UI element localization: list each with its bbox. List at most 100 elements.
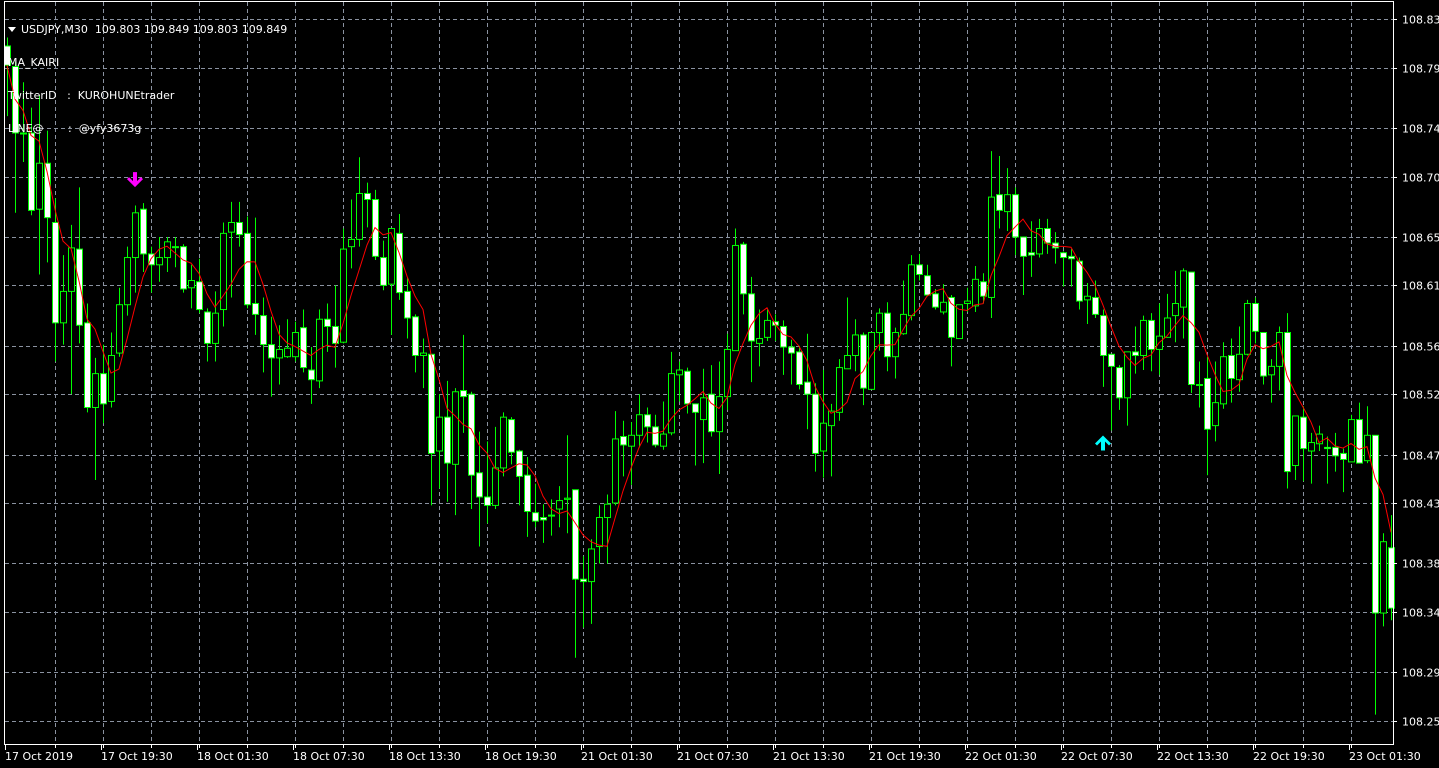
candle-body bbox=[1300, 416, 1307, 450]
candle bbox=[292, 321, 299, 362]
candle bbox=[644, 407, 651, 443]
candle-body bbox=[276, 348, 283, 359]
price-label: 108.38 bbox=[1402, 558, 1439, 571]
candle bbox=[172, 236, 179, 268]
candle bbox=[460, 334, 467, 433]
candle bbox=[1332, 432, 1339, 472]
candle bbox=[300, 309, 307, 373]
candle bbox=[908, 255, 915, 321]
candle bbox=[1164, 293, 1171, 338]
candle-body bbox=[1284, 332, 1291, 473]
candle-body bbox=[44, 162, 51, 219]
candle-body bbox=[900, 313, 907, 335]
candle-body bbox=[596, 517, 603, 548]
candle bbox=[868, 332, 875, 390]
candle-body bbox=[652, 426, 659, 446]
candle bbox=[596, 505, 603, 564]
time-label: 18 Oct 13:30 bbox=[389, 750, 461, 763]
candle-body bbox=[36, 162, 43, 210]
candle bbox=[100, 344, 107, 424]
candle bbox=[164, 236, 171, 273]
candle bbox=[1372, 434, 1379, 715]
candle-body bbox=[316, 318, 323, 382]
candle bbox=[1020, 236, 1027, 296]
candle-body bbox=[812, 393, 819, 454]
candle-body bbox=[1308, 442, 1315, 452]
candle bbox=[220, 222, 227, 327]
chart-info: USDJPY,M30 109.803 109.849 109.803 109.8… bbox=[8, 2, 287, 145]
candle-body bbox=[436, 416, 443, 452]
candle bbox=[844, 297, 851, 370]
candle bbox=[676, 361, 683, 402]
candle bbox=[1036, 218, 1043, 258]
candle-body bbox=[452, 391, 459, 465]
candle bbox=[1244, 299, 1251, 356]
candle-body bbox=[1132, 351, 1139, 356]
price-label: 108.56 bbox=[1402, 341, 1439, 354]
candle bbox=[500, 412, 507, 477]
candle bbox=[1140, 315, 1147, 370]
time-label: 21 Oct 19:30 bbox=[869, 750, 941, 763]
candle-body bbox=[956, 304, 963, 340]
candle-body bbox=[612, 438, 619, 504]
candle bbox=[428, 353, 435, 506]
symbol-header[interactable]: USDJPY,M30 109.803 109.849 109.803 109.8… bbox=[8, 24, 287, 35]
candle-body bbox=[668, 373, 675, 434]
candle-body bbox=[60, 290, 67, 324]
candle bbox=[108, 332, 115, 408]
candle bbox=[1252, 297, 1259, 344]
candle-body bbox=[796, 351, 803, 386]
arrow-up-icon bbox=[1095, 435, 1111, 451]
candle bbox=[1100, 309, 1107, 387]
candle-body bbox=[548, 514, 555, 517]
candle bbox=[236, 201, 243, 247]
candle-body bbox=[180, 246, 187, 290]
candle-body bbox=[212, 312, 219, 344]
candle-body bbox=[916, 264, 923, 275]
dropdown-triangle-icon[interactable] bbox=[8, 27, 16, 32]
candle bbox=[1228, 338, 1235, 403]
candle-body bbox=[1124, 351, 1131, 399]
candle bbox=[396, 214, 403, 300]
candle-body bbox=[92, 373, 99, 408]
candle-body bbox=[684, 370, 691, 405]
candle bbox=[780, 320, 787, 375]
candle-body bbox=[1012, 194, 1019, 238]
candle-body bbox=[164, 241, 171, 259]
candle-body bbox=[292, 332, 299, 358]
candle bbox=[380, 240, 387, 291]
price-label: 108.61 bbox=[1402, 280, 1439, 293]
candle bbox=[1276, 326, 1283, 391]
candle bbox=[748, 276, 755, 383]
candle-body bbox=[1180, 270, 1187, 308]
price-axis[interactable]: 108.83 108.79 108.74 108.70 108.65 108.61 108.… bbox=[1393, 14, 1439, 729]
candle-body bbox=[948, 296, 955, 338]
candle-body bbox=[1068, 255, 1075, 260]
price-label: 108.70 bbox=[1402, 172, 1439, 185]
candle-body bbox=[1332, 446, 1339, 457]
candle-body bbox=[340, 248, 347, 343]
candle bbox=[716, 361, 723, 474]
candle-body bbox=[708, 393, 715, 433]
candle bbox=[36, 95, 43, 275]
candle bbox=[900, 280, 907, 335]
candle bbox=[260, 297, 267, 373]
time-axis[interactable]: 17 Oct 2019 17 Oct 19:30 18 Oct 01:30 18 Oc… bbox=[5, 744, 1421, 763]
price-label: 108.52 bbox=[1402, 389, 1439, 402]
candle bbox=[1156, 303, 1163, 375]
candle-body bbox=[1260, 332, 1267, 377]
candle-body bbox=[620, 436, 627, 446]
candle bbox=[764, 309, 771, 341]
candle bbox=[348, 199, 355, 269]
candle bbox=[700, 368, 707, 464]
candle-body bbox=[1292, 415, 1299, 467]
candle bbox=[1068, 249, 1075, 287]
candle-body bbox=[732, 244, 739, 352]
candle bbox=[628, 421, 635, 485]
candle bbox=[812, 383, 819, 472]
candle-body bbox=[1324, 446, 1331, 450]
symbol-ohlc: USDJPY,M30 109.803 109.849 109.803 109.8… bbox=[21, 23, 288, 36]
candle bbox=[228, 201, 235, 298]
candle bbox=[836, 359, 843, 421]
